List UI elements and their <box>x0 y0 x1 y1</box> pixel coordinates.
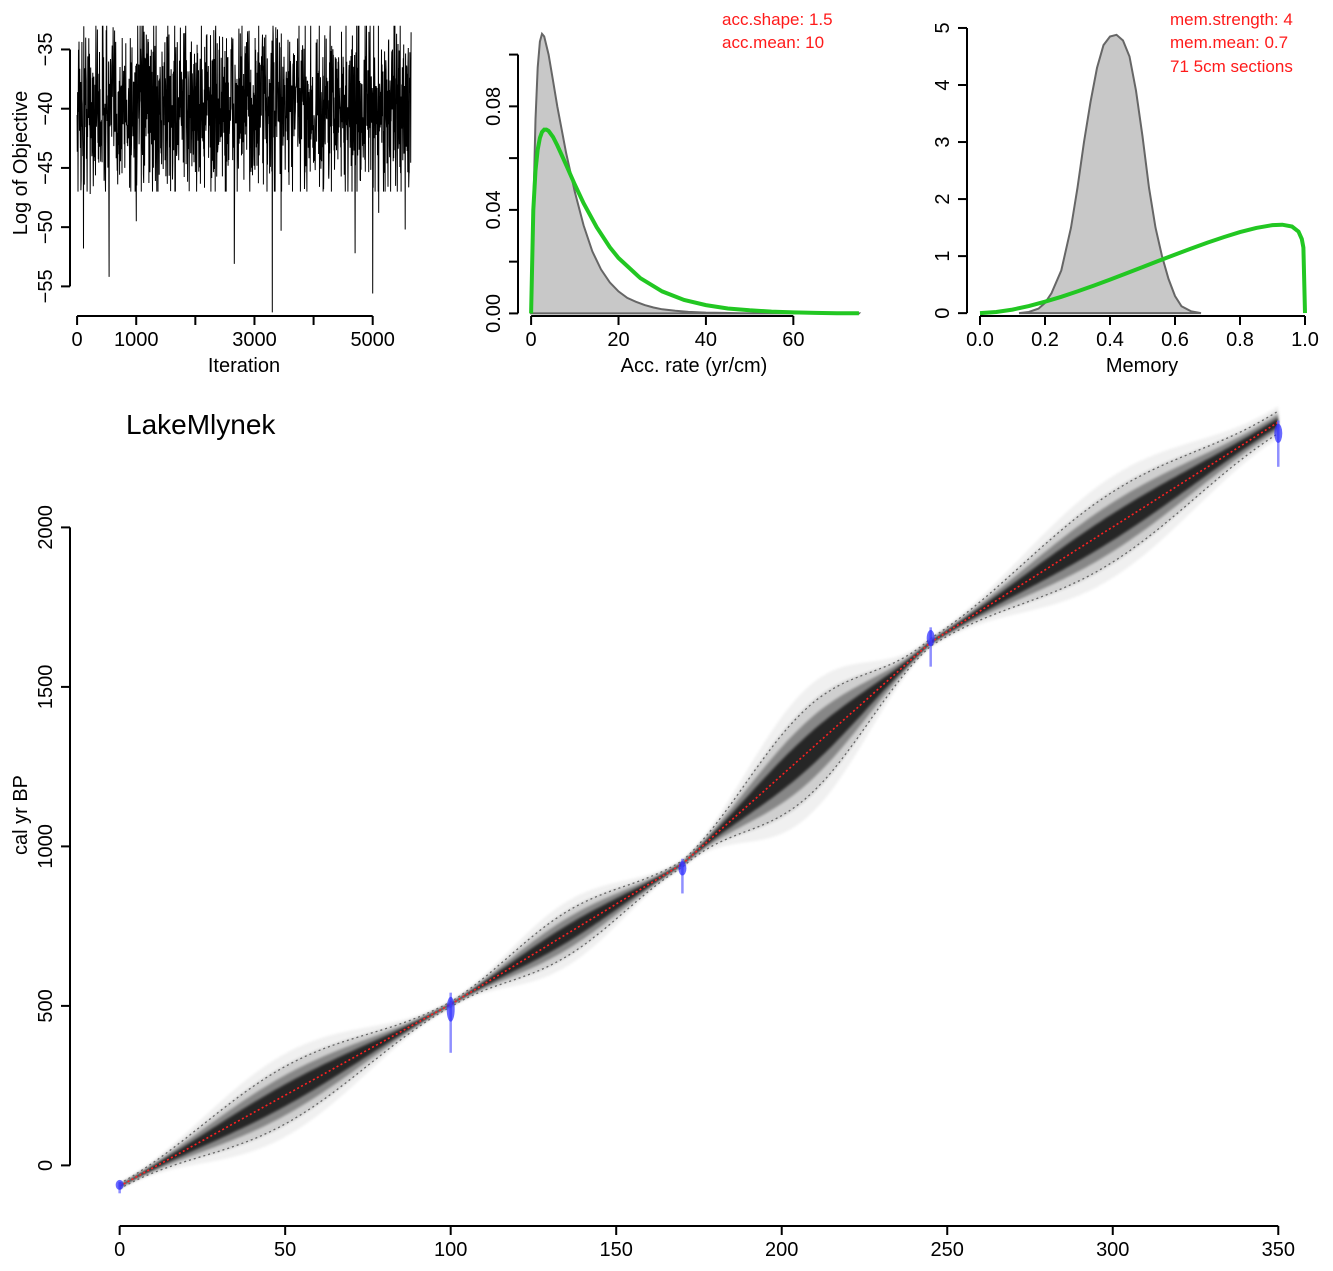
date-peak <box>115 1179 124 1190</box>
y-tick-label: 0.00 <box>483 294 505 333</box>
y-tick-label: 0 <box>932 308 954 319</box>
y-tick-label: 0.04 <box>483 190 505 229</box>
y-tick-label: −40 <box>35 92 57 126</box>
y-tick-label: 4 <box>932 79 954 90</box>
acc-posterior-area <box>530 31 862 315</box>
y-tick-label: 1500 <box>35 665 57 710</box>
acc-axes: 0 20 40 60 0.00 0.04 0.08 <box>483 53 804 351</box>
model-envelope-lower <box>119 432 1279 1190</box>
mem-annotation-sections: 71 5cm sections <box>1170 57 1293 76</box>
x-tick-label: 1000 <box>114 329 159 351</box>
mem-annotation-strength: mem.strength: 4 <box>1170 10 1293 29</box>
acc-annotation-shape: acc.shape: 1.5 <box>722 10 833 29</box>
trace-y-axis-title: Log of Objective <box>10 91 32 236</box>
x-tick-label: 0.8 <box>1226 329 1254 351</box>
x-tick-label: 0 <box>526 329 537 351</box>
x-tick-label: 0 <box>72 329 83 351</box>
x-tick-label: 350 <box>1262 1239 1295 1261</box>
y-tick-label: 5 <box>932 22 954 33</box>
date-marker <box>678 858 687 894</box>
y-tick-label: 2 <box>932 194 954 205</box>
mem-posterior-area <box>1018 33 1202 315</box>
trace-axes: 0 1000 3000 5000 −55 −50 −45 −40 −35 <box>35 32 395 351</box>
x-tick-label: 0.6 <box>1161 329 1189 351</box>
x-tick-label: 200 <box>765 1239 798 1261</box>
model-mean-line <box>119 421 1279 1187</box>
y-tick-label: −55 <box>35 269 57 303</box>
x-tick-label: 150 <box>600 1239 633 1261</box>
x-tick-label: 0.0 <box>966 329 994 351</box>
x-tick-label: 100 <box>434 1239 467 1261</box>
x-tick-label: 300 <box>1096 1239 1129 1261</box>
y-tick-label: 0 <box>35 1160 57 1171</box>
date-marker <box>1274 420 1283 467</box>
age-depth-panel: 0 50 100 150 200 250 300 350 0 500 1000 1500 2000 La… <box>10 406 1295 1261</box>
mem-prior-line <box>979 222 1307 316</box>
age-depth-axes: 0 50 100 150 200 250 300 350 0 500 1000 1500 2000 <box>35 505 1295 1261</box>
core-title: LakeMlynek <box>126 409 276 440</box>
age-axis-title: cal yr BP <box>10 775 32 855</box>
acc-panel: 0 20 40 60 0.00 0.04 0.08 Acc. rate (yr/cm) ac… <box>483 10 862 377</box>
acc-annotation-mean: acc.mean: 10 <box>722 33 824 52</box>
x-tick-label: 3000 <box>232 329 277 351</box>
y-tick-label: 1000 <box>35 824 57 869</box>
x-tick-label: 0 <box>114 1239 125 1261</box>
trace-line <box>76 25 412 313</box>
y-tick-label: −50 <box>35 210 57 244</box>
mem-axes: 0.0 0.2 0.4 0.6 0.8 1.0 0 1 2 3 4 5 <box>932 22 1319 351</box>
date-marker <box>926 627 935 667</box>
x-tick-label: 20 <box>607 329 629 351</box>
date-marker <box>115 1179 124 1194</box>
y-tick-label: 2000 <box>35 505 57 550</box>
x-tick-label: 60 <box>782 329 804 351</box>
mem-annotation-mean: mem.mean: 0.7 <box>1170 33 1288 52</box>
date-peak <box>1274 423 1283 443</box>
trace-panel: 0 1000 3000 5000 −55 −50 −45 −40 −35 Iteration L… <box>10 25 412 377</box>
trace-x-axis-title: Iteration <box>208 355 280 377</box>
x-tick-label: 40 <box>695 329 717 351</box>
y-tick-label: −35 <box>35 32 57 66</box>
dated-levels <box>115 420 1283 1194</box>
y-tick-label: 0.08 <box>483 87 505 126</box>
date-peak <box>446 996 455 1022</box>
acc-prior-line <box>529 127 859 316</box>
x-tick-label: 250 <box>931 1239 964 1261</box>
x-tick-label: 50 <box>274 1239 296 1261</box>
y-tick-label: 500 <box>35 989 57 1022</box>
x-tick-label: 5000 <box>350 329 395 351</box>
x-tick-label: 0.4 <box>1096 329 1124 351</box>
date-peak <box>926 630 935 647</box>
y-tick-label: 1 <box>932 251 954 262</box>
x-tick-label: 0.2 <box>1031 329 1059 351</box>
date-peak <box>678 861 687 876</box>
mem-x-axis-title: Memory <box>1106 355 1178 377</box>
model-cloud <box>119 406 1279 1190</box>
mem-panel: 0.0 0.2 0.4 0.6 0.8 1.0 0 1 2 3 4 5 Memory mem.stre… <box>932 10 1319 377</box>
y-tick-label: 3 <box>932 136 954 147</box>
x-tick-label: 1.0 <box>1291 329 1319 351</box>
y-tick-label: −45 <box>35 151 57 185</box>
trace-series <box>76 25 412 313</box>
model-envelope-upper <box>119 410 1279 1185</box>
acc-x-axis-title: Acc. rate (yr/cm) <box>621 355 768 377</box>
date-marker <box>446 992 455 1053</box>
